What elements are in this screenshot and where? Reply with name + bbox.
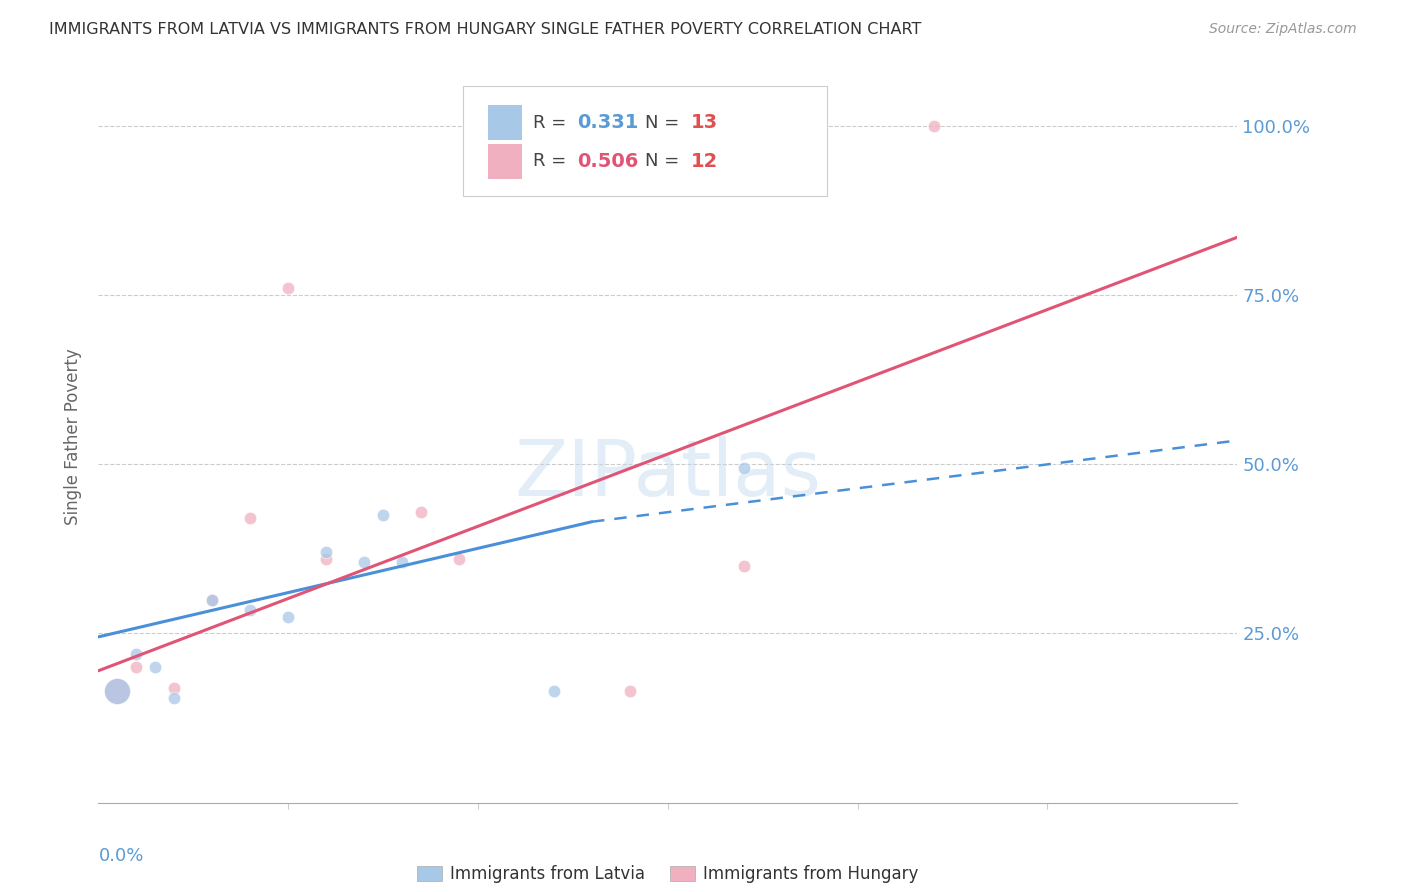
Point	[543, 684, 565, 698]
Point	[315, 545, 337, 559]
FancyBboxPatch shape	[463, 86, 827, 195]
FancyBboxPatch shape	[488, 144, 522, 179]
Text: N =: N =	[645, 113, 685, 131]
Point	[239, 511, 262, 525]
Point	[733, 460, 755, 475]
Point	[163, 681, 186, 695]
Point	[163, 690, 186, 705]
Point	[277, 609, 299, 624]
Y-axis label: Single Father Poverty: Single Father Poverty	[65, 349, 83, 525]
Text: 0.0%: 0.0%	[98, 847, 143, 864]
Text: 12: 12	[690, 152, 718, 171]
Point	[107, 684, 129, 698]
Point	[201, 592, 224, 607]
Legend: Immigrants from Latvia, Immigrants from Hungary: Immigrants from Latvia, Immigrants from …	[411, 859, 925, 890]
FancyBboxPatch shape	[488, 105, 522, 140]
Point	[315, 552, 337, 566]
Point	[145, 660, 167, 674]
Point	[107, 684, 129, 698]
Text: ZIPatlas: ZIPatlas	[515, 435, 821, 512]
Text: IMMIGRANTS FROM LATVIA VS IMMIGRANTS FROM HUNGARY SINGLE FATHER POVERTY CORRELAT: IMMIGRANTS FROM LATVIA VS IMMIGRANTS FRO…	[49, 22, 921, 37]
Text: 0.506: 0.506	[576, 152, 638, 171]
Point	[277, 281, 299, 295]
Point	[733, 558, 755, 573]
Point	[922, 119, 945, 133]
Point	[411, 505, 433, 519]
Point	[391, 555, 413, 569]
Text: R =: R =	[533, 113, 572, 131]
Text: R =: R =	[533, 153, 572, 170]
Text: 13: 13	[690, 113, 717, 132]
Point	[353, 555, 375, 569]
Text: N =: N =	[645, 153, 685, 170]
Point	[239, 603, 262, 617]
Point	[449, 552, 471, 566]
Text: Source: ZipAtlas.com: Source: ZipAtlas.com	[1209, 22, 1357, 37]
Point	[125, 647, 148, 661]
Point	[619, 684, 641, 698]
Point	[125, 660, 148, 674]
Text: 0.331: 0.331	[576, 113, 638, 132]
Point	[201, 592, 224, 607]
Point	[371, 508, 394, 522]
